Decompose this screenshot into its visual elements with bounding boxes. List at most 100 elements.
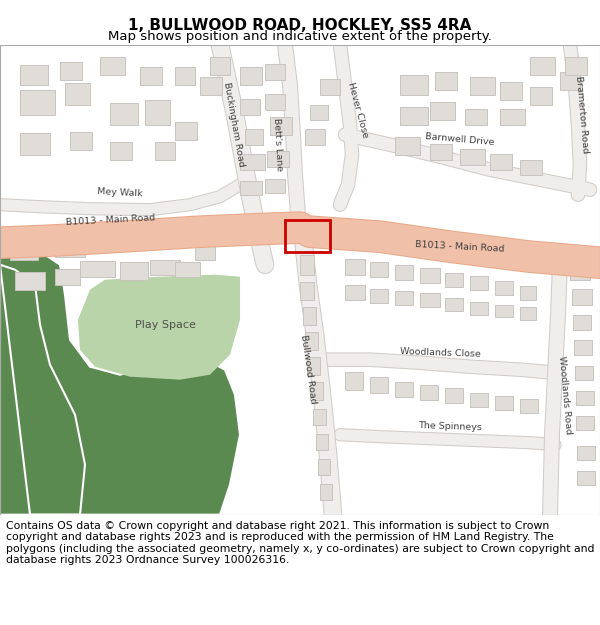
Bar: [520, 286, 536, 299]
Bar: [303, 307, 316, 325]
Bar: [345, 259, 365, 275]
Bar: [395, 137, 420, 154]
Polygon shape: [0, 239, 240, 514]
Text: Woodlands Close: Woodlands Close: [400, 347, 481, 359]
Bar: [210, 57, 230, 75]
Bar: [307, 357, 320, 374]
Text: Bramerton Road: Bramerton Road: [574, 76, 590, 154]
Bar: [345, 372, 363, 390]
Bar: [300, 282, 314, 299]
Bar: [400, 75, 428, 95]
Bar: [140, 67, 162, 85]
Bar: [175, 122, 197, 139]
Bar: [245, 129, 263, 144]
Bar: [520, 399, 538, 412]
Bar: [155, 142, 175, 159]
Bar: [420, 268, 440, 282]
Bar: [370, 377, 388, 392]
Bar: [576, 391, 594, 405]
Bar: [285, 219, 330, 252]
Text: Mey Walk: Mey Walk: [97, 187, 143, 198]
Bar: [110, 142, 132, 159]
Bar: [572, 289, 592, 304]
Bar: [55, 242, 85, 257]
Bar: [270, 117, 292, 134]
Bar: [70, 132, 92, 149]
Bar: [500, 82, 522, 100]
Bar: [145, 100, 170, 125]
Text: Play Space: Play Space: [134, 319, 196, 330]
Bar: [318, 459, 330, 475]
Text: B1013 - Main Road: B1013 - Main Road: [65, 213, 155, 226]
Bar: [265, 179, 285, 192]
Bar: [530, 87, 552, 105]
Bar: [175, 262, 200, 277]
Bar: [490, 154, 512, 169]
Bar: [313, 409, 326, 425]
Bar: [575, 366, 593, 379]
Bar: [20, 132, 50, 154]
Bar: [110, 102, 138, 125]
Bar: [573, 315, 591, 330]
Bar: [420, 384, 438, 400]
Bar: [120, 262, 148, 280]
Text: Hever Close: Hever Close: [346, 81, 370, 139]
Bar: [15, 272, 45, 290]
Bar: [55, 269, 80, 285]
Bar: [500, 109, 525, 125]
Bar: [370, 262, 388, 277]
Text: Contains OS data © Crown copyright and database right 2021. This information is : Contains OS data © Crown copyright and d…: [6, 521, 595, 566]
Bar: [240, 99, 260, 115]
Bar: [370, 289, 388, 302]
Bar: [530, 57, 555, 75]
Bar: [20, 65, 48, 85]
Bar: [470, 77, 495, 95]
Bar: [577, 446, 595, 460]
Bar: [240, 154, 265, 169]
Bar: [345, 285, 365, 299]
Bar: [577, 471, 595, 485]
Text: The Spinneys: The Spinneys: [418, 421, 482, 432]
Bar: [20, 90, 55, 115]
Bar: [420, 292, 440, 307]
Bar: [240, 181, 262, 195]
Bar: [300, 255, 314, 275]
Text: B1013 - Main Road: B1013 - Main Road: [415, 240, 505, 254]
Bar: [200, 77, 222, 95]
Bar: [195, 246, 215, 260]
Bar: [495, 304, 513, 317]
Polygon shape: [78, 275, 240, 379]
Bar: [305, 332, 318, 350]
Bar: [316, 434, 328, 450]
Bar: [60, 62, 82, 80]
Text: 1, BULLWOOD ROAD, HOCKLEY, SS5 4RA: 1, BULLWOOD ROAD, HOCKLEY, SS5 4RA: [128, 18, 472, 32]
Bar: [495, 281, 513, 294]
Text: Map shows position and indicative extent of the property.: Map shows position and indicative extent…: [108, 30, 492, 43]
Bar: [80, 261, 115, 277]
Text: Buckingham Road: Buckingham Road: [222, 82, 246, 168]
Bar: [395, 265, 413, 280]
Bar: [470, 302, 488, 315]
Bar: [320, 484, 332, 499]
Bar: [470, 392, 488, 407]
Bar: [10, 244, 38, 260]
Bar: [310, 382, 323, 400]
Bar: [265, 64, 285, 80]
Bar: [150, 260, 180, 275]
Bar: [445, 388, 463, 402]
Bar: [320, 79, 340, 95]
Bar: [574, 340, 592, 355]
Text: Barnwell Drive: Barnwell Drive: [425, 132, 495, 148]
Text: Bullwood Road: Bullwood Road: [299, 334, 317, 405]
Bar: [267, 151, 289, 167]
Bar: [470, 276, 488, 290]
Bar: [65, 82, 90, 105]
Bar: [570, 262, 590, 280]
Bar: [395, 291, 413, 304]
Bar: [520, 159, 542, 174]
Bar: [445, 298, 463, 311]
Bar: [400, 107, 428, 125]
Bar: [465, 109, 487, 125]
Bar: [435, 72, 457, 90]
Text: Bett's Lane: Bett's Lane: [272, 118, 284, 171]
